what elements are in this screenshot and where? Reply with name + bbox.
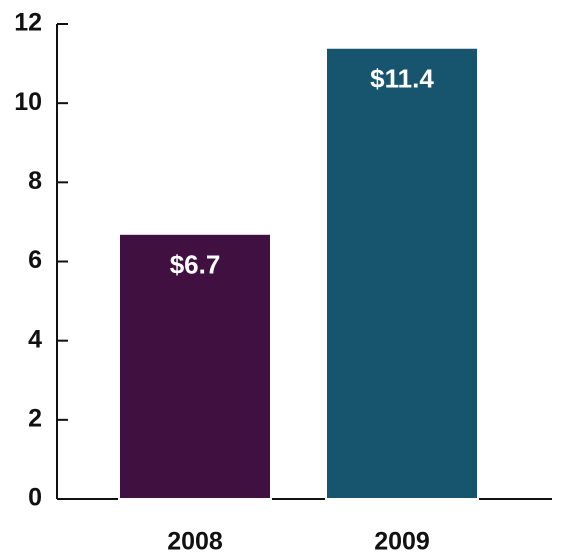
y-tick-label: 8 [28,167,42,195]
x-tick-label: 2008 [167,528,223,556]
y-tick-label: 6 [28,246,42,274]
bar [325,46,479,500]
x-tick-label: 2009 [374,528,430,556]
y-tick-label: 12 [14,9,42,37]
bar [118,232,272,501]
y-tick-label: 4 [28,325,42,353]
value-label: $6.7 [170,250,221,280]
y-tick-label: 10 [14,88,42,116]
y-tick-label: 0 [28,484,42,512]
y-tick-label: 2 [28,404,42,432]
value-label: $11.4 [370,64,434,94]
